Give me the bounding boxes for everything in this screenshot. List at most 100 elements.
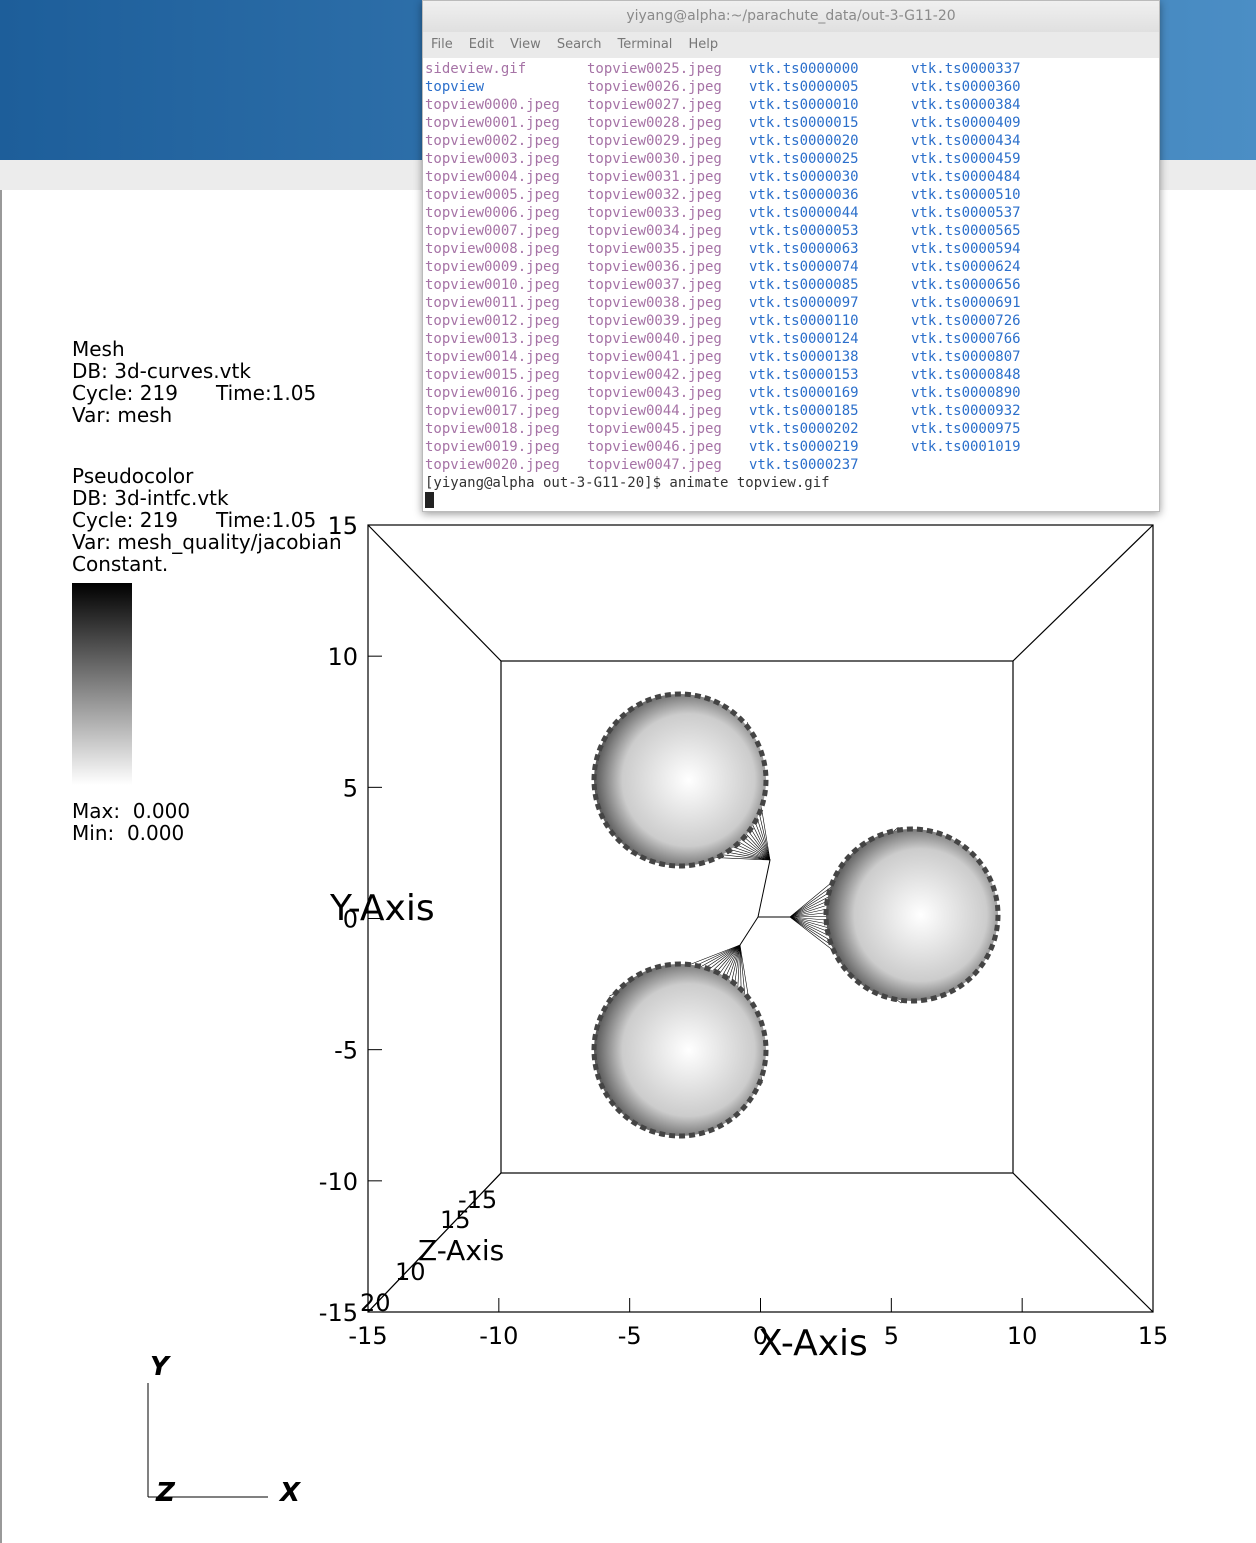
- file-entry: topview0030.jpeg: [587, 151, 722, 167]
- riser: [757, 859, 771, 918]
- file-entry: vtk.ts0000484: [911, 169, 1021, 185]
- z-tick-label: -15: [458, 1186, 497, 1214]
- file-entry: topview0032.jpeg: [587, 187, 722, 203]
- file-entry: vtk.ts0000053: [749, 223, 859, 239]
- file-entry: vtk.ts0000097: [749, 295, 859, 311]
- file-entry: vtk.ts0000036: [749, 187, 859, 203]
- legend-text: Mesh: [72, 337, 125, 361]
- file-entry: vtk.ts0000384: [911, 97, 1021, 113]
- file-entry: topview0025.jpeg: [587, 61, 722, 77]
- x-tick-label: -15: [348, 1322, 387, 1350]
- file-entry: vtk.ts0000074: [749, 259, 859, 275]
- file-entry: topview0026.jpeg: [587, 79, 722, 95]
- file-entry: vtk.ts0001019: [911, 439, 1021, 455]
- file-entry: vtk.ts0000124: [749, 331, 859, 347]
- file-entry: topview0035.jpeg: [587, 241, 722, 257]
- file-entry: topview0047.jpeg: [587, 457, 722, 473]
- riser: [739, 916, 759, 946]
- x-tick-label: 15: [1138, 1322, 1169, 1350]
- prompt: [yiyang@alpha out-3-G11-20]$ animate top…: [425, 475, 830, 491]
- triad: Y Z X: [147, 1352, 302, 1508]
- z-axis-label: Z-Axis: [418, 1234, 504, 1267]
- menu-item[interactable]: Edit: [468, 37, 494, 52]
- menu-item[interactable]: File: [431, 37, 453, 52]
- file-entry: topview0006.jpeg: [425, 205, 560, 221]
- file-entry: vtk.ts0000848: [911, 367, 1021, 383]
- file-entry: topview0029.jpeg: [587, 133, 722, 149]
- z-axis-line: [367, 1172, 502, 1313]
- triad-label: X: [278, 1478, 302, 1508]
- legend-text: Pseudocolor: [72, 464, 194, 488]
- file-entry: vtk.ts0000766: [911, 331, 1021, 347]
- file-entry: vtk.ts0000594: [911, 241, 1021, 257]
- legend-text: Var: mesh_quality/jacobian: [72, 530, 342, 554]
- file-entry: topview0004.jpeg: [425, 169, 560, 185]
- file-entry: topview0001.jpeg: [425, 115, 560, 131]
- file-entry: topview0037.jpeg: [587, 277, 722, 293]
- file-entry: topview0043.jpeg: [587, 385, 722, 401]
- triad-label: Z: [155, 1478, 176, 1508]
- x-tick-label: 5: [884, 1322, 899, 1350]
- canopy: [823, 826, 1001, 1004]
- triad-label: Y: [150, 1352, 172, 1382]
- file-entry: vtk.ts0000726: [911, 313, 1021, 329]
- file-entry: vtk.ts0000044: [749, 205, 859, 221]
- file-entry: topview0041.jpeg: [587, 349, 722, 365]
- menu-item[interactable]: View: [509, 37, 541, 52]
- menu-bar: File Edit View Search Terminal Help: [423, 32, 1159, 58]
- file-entry: vtk.ts0000890: [911, 385, 1021, 401]
- file-entry: topview0013.jpeg: [425, 331, 560, 347]
- x-tick-label: 10: [1007, 1322, 1038, 1350]
- file-entry: vtk.ts0000360: [911, 79, 1021, 95]
- file-entry: vtk.ts0000015: [749, 115, 859, 131]
- terminal-title: yiyang@alpha:~/parachute_data/out-3-G11-…: [423, 1, 1159, 32]
- file-entry: topview0019.jpeg: [425, 439, 560, 455]
- file-entry: topview0033.jpeg: [587, 205, 722, 221]
- y-tick-label: -15: [319, 1299, 358, 1327]
- file-entry: vtk.ts0000000: [749, 61, 859, 77]
- menu-item[interactable]: Search: [556, 37, 602, 52]
- file-entry: vtk.ts0000624: [911, 259, 1021, 275]
- menu-item[interactable]: Terminal: [617, 37, 673, 52]
- file-entry: topview0016.jpeg: [425, 385, 560, 401]
- legend-text: Max: 0.000: [72, 799, 190, 823]
- file-entry: vtk.ts0000409: [911, 115, 1021, 131]
- file-entry: topview0009.jpeg: [425, 259, 560, 275]
- legend-text: DB: 3d-intfc.vtk: [72, 486, 229, 510]
- legend-text: Cycle: 219: [72, 381, 178, 405]
- file-entry: topview0036.jpeg: [587, 259, 722, 275]
- file-entry: topview0015.jpeg: [425, 367, 560, 383]
- color-bar: [72, 583, 132, 785]
- file-entry: topview0038.jpeg: [587, 295, 722, 311]
- terminal-window[interactable]: yiyang@alpha:~/parachute_data/out-3-G11-…: [422, 0, 1160, 512]
- file-entry: topview: [425, 79, 485, 95]
- legend: Mesh DB: 3d-curves.vtk Cycle: 219 Time:1…: [72, 337, 342, 845]
- file-entry: topview0003.jpeg: [425, 151, 560, 167]
- file-entry: vtk.ts0000219: [749, 439, 859, 455]
- file-entry: topview0040.jpeg: [587, 331, 722, 347]
- file-entry: vtk.ts0000237: [749, 457, 859, 473]
- file-entry: topview0018.jpeg: [425, 421, 560, 437]
- canopy: [591, 961, 769, 1139]
- legend-text: Var: mesh: [72, 403, 172, 427]
- file-entry: vtk.ts0000565: [911, 223, 1021, 239]
- file-entry: topview0011.jpeg: [425, 295, 560, 311]
- file-entry: topview0031.jpeg: [587, 169, 722, 185]
- menu-item[interactable]: Help: [688, 37, 719, 52]
- file-entry: vtk.ts0000185: [749, 403, 859, 419]
- file-entry: vtk.ts0000025: [749, 151, 859, 167]
- file-entry: topview0042.jpeg: [587, 367, 722, 383]
- legend-text: DB: 3d-curves.vtk: [72, 359, 251, 383]
- file-entry: vtk.ts0000337: [911, 61, 1021, 77]
- file-entry: topview0028.jpeg: [587, 115, 722, 131]
- x-tick-label: -5: [618, 1322, 642, 1350]
- file-entry: vtk.ts0000932: [911, 403, 1021, 419]
- y-tick-label: 5: [343, 774, 358, 802]
- x-tick-label: 0: [753, 1322, 768, 1350]
- file-entry: topview0014.jpeg: [425, 349, 560, 365]
- file-entry: vtk.ts0000975: [911, 421, 1021, 437]
- file-entry: topview0044.jpeg: [587, 403, 722, 419]
- canopy: [591, 691, 769, 869]
- z-tick-label: 10: [395, 1258, 426, 1286]
